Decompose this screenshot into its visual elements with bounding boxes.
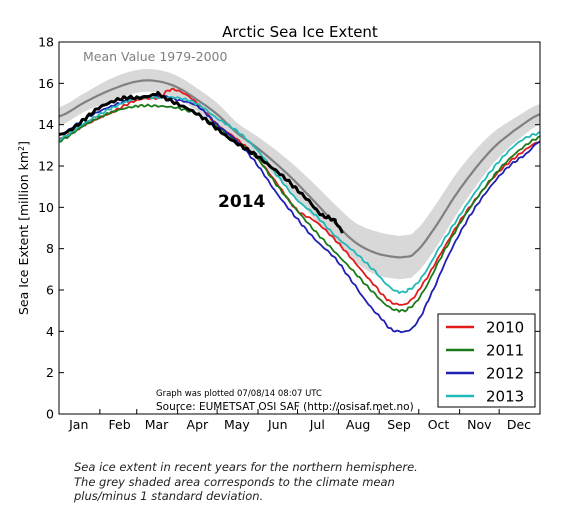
y-tick-label: 4 [46, 324, 54, 339]
x-axis: Jan Feb Mar Apr May Jun Jul Aug Sep Oct Nov Dec [58, 409, 541, 432]
x-tick-label: Nov [467, 417, 492, 432]
y-tick-label: 16 [38, 76, 54, 91]
y-tick-label: 18 [38, 35, 54, 50]
y-tick-label: 12 [38, 159, 54, 174]
y-tick-label: 8 [46, 241, 54, 256]
y-axis-label: Sea Ice Extent [million km2] [16, 141, 31, 315]
x-tick-label: Jul [309, 417, 325, 432]
y-tick-label: 14 [38, 117, 54, 132]
chart-title: Arctic Sea Ice Extent [222, 23, 378, 41]
x-tick-label: Oct [428, 417, 450, 432]
y-tick-label: 6 [46, 283, 54, 298]
mean-value-label: Mean Value 1979-2000 [83, 49, 228, 64]
legend-box [437, 313, 536, 408]
legend-label-2012: 2012 [486, 365, 524, 383]
source-note: Source: EUMETSAT OSI SAF (http://osisaf.… [156, 401, 414, 413]
y-tick-label: 10 [38, 200, 54, 215]
series-line-2011 [58, 103, 541, 313]
x-tick-label: May [224, 417, 250, 432]
series-line-2014 [58, 90, 344, 234]
legend-label-2011: 2011 [486, 342, 524, 360]
plot-frame [58, 41, 541, 415]
plot-timestamp-note: Graph was plotted 07/08/14 08:07 UTC [156, 389, 322, 399]
legend-label-2013: 2013 [486, 388, 524, 406]
x-tick-label: Mar [145, 417, 169, 432]
legend-label-2010: 2010 [486, 319, 524, 337]
x-tick-label: Sep [387, 417, 411, 432]
caption-line-1: Sea ice extent in recent years for the n… [74, 460, 418, 474]
annotation-2014: 2014 [218, 192, 265, 212]
x-tick-label: Apr [187, 417, 209, 432]
series-line-mean [58, 79, 541, 259]
y-axis-label-main: Sea Ice Extent [million km [16, 151, 31, 315]
y-axis-label-superscript: 2 [17, 146, 26, 151]
y-axis: 0 2 4 6 8 10 12 14 16 18 [38, 35, 540, 422]
y-axis-label-end: ] [16, 141, 31, 146]
y-tick-label: 0 [46, 407, 54, 422]
y-tick-label: 2 [46, 365, 54, 380]
legend: 2010 2011 2012 2013 [437, 313, 536, 408]
std-deviation-band [59, 69, 540, 280]
x-tick-label: Jan [68, 417, 88, 432]
x-tick-label: Dec [507, 417, 531, 432]
x-tick-label: Jun [267, 417, 288, 432]
x-tick-label: Aug [346, 417, 370, 432]
caption-line-3: plus/minus 1 standard deviation. [74, 489, 264, 503]
figure-caption: Sea ice extent in recent years for the n… [74, 460, 514, 504]
x-tick-label: Feb [109, 417, 131, 432]
caption-line-2: The grey shaded area corresponds to the … [74, 474, 395, 489]
